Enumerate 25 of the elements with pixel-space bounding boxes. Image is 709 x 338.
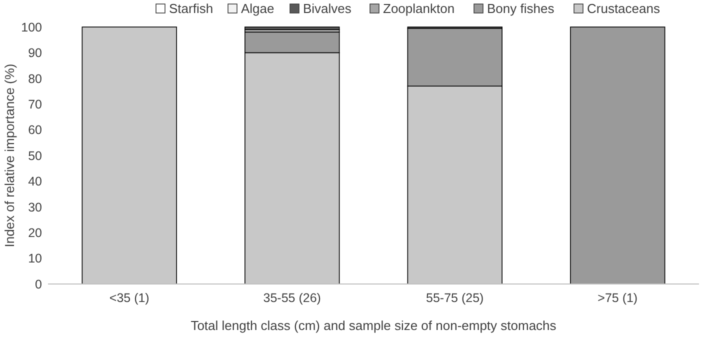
x-tick-label: 35-55 (26) <box>263 291 321 305</box>
y-tick-label: 10 <box>28 252 42 266</box>
y-tick-label: 70 <box>28 97 42 112</box>
y-tick-label: 20 <box>28 226 42 240</box>
legend-label: Starfish <box>169 1 214 16</box>
legend-label: Algae <box>241 1 274 16</box>
y-tick-label: 90 <box>28 46 42 60</box>
x-tick-label: 55-75 (25) <box>426 291 484 305</box>
bar <box>570 26 666 284</box>
y-tick-label: 50 <box>28 148 42 163</box>
x-tick-label: <35 (1) <box>109 291 150 305</box>
x-axis-title: Total length class (cm) and sample size of non-empty stomachs <box>190 318 557 333</box>
legend-label: Crustaceans <box>587 1 660 16</box>
x-tick-label: >75 (1) <box>598 291 638 305</box>
legend-label: Bivalves <box>303 1 352 16</box>
bar <box>244 26 340 30</box>
y-tick-label: 80 <box>28 72 42 86</box>
y-tick-label: 0 <box>35 277 42 292</box>
y-tick-label: 100 <box>21 20 42 34</box>
y-tick-label: 60 <box>28 123 42 138</box>
y-tick-label: 40 <box>28 174 42 189</box>
legend-label: Zooplankton <box>383 1 455 16</box>
legend-label: Bony fishes <box>487 1 555 16</box>
y-tick-label: 30 <box>28 200 42 214</box>
y-axis-title: Index of relative importance (%) <box>2 64 17 248</box>
